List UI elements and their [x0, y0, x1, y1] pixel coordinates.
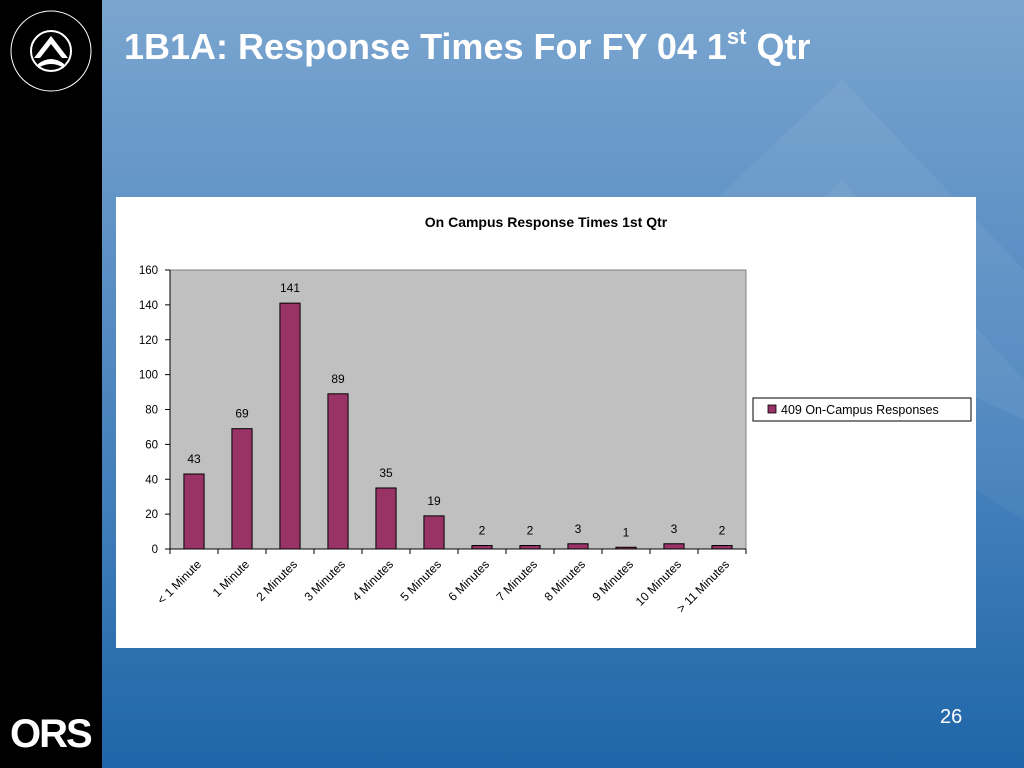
x-tick-label: 1 Minute: [210, 557, 253, 600]
legend-label: 409 On-Campus Responses: [781, 403, 939, 417]
chart-panel: On Campus Response Times 1st Qtr 43 69 141…: [116, 197, 976, 648]
y-tick-label: 20: [145, 509, 158, 521]
legend-swatch: [767, 404, 777, 414]
x-tick-label: 3 Minutes: [301, 557, 348, 604]
data-label: 19: [427, 494, 441, 508]
legend: 409 On-Campus Responses: [752, 397, 972, 422]
data-label: 141: [280, 281, 300, 295]
y-tick-label: 140: [139, 300, 158, 312]
bar: [279, 302, 301, 550]
bar: [471, 545, 493, 550]
data-label: 2: [719, 524, 726, 538]
data-label: 35: [379, 466, 393, 480]
x-tick-label: 5 Minutes: [397, 557, 444, 604]
data-label: 2: [479, 524, 486, 538]
x-tick-label: 9 Minutes: [589, 557, 636, 604]
bar: [519, 545, 541, 550]
bar: [327, 393, 349, 550]
left-sidebar: ORS: [0, 0, 102, 768]
x-tick-label: 8 Minutes: [541, 557, 588, 604]
x-tick-label: 4 Minutes: [349, 557, 396, 604]
y-tick-label: 0: [152, 544, 158, 556]
bar: [711, 545, 733, 550]
data-label: 69: [235, 407, 249, 421]
bar: [423, 515, 445, 550]
data-label: 43: [187, 452, 201, 466]
bar: [231, 428, 253, 550]
data-label: 3: [575, 522, 582, 536]
bar-chart: On Campus Response Times 1st Qtr 43 69 141…: [139, 214, 972, 615]
data-label: 89: [331, 372, 345, 386]
x-tick-label: 7 Minutes: [493, 557, 540, 604]
page-number: 26: [940, 706, 963, 728]
x-tick-label: 6 Minutes: [445, 557, 492, 604]
y-tick-label: 100: [139, 370, 158, 382]
y-tick-label: 80: [145, 405, 158, 417]
data-label: 1: [623, 525, 630, 539]
bar: [183, 473, 205, 550]
y-tick-label: 40: [145, 474, 158, 486]
y-tick-label: 160: [139, 265, 158, 277]
chart-title: On Campus Response Times 1st Qtr: [425, 214, 668, 230]
bars-layer: 43 69 141 89 35 19 2 2 3 1 3 2: [183, 281, 733, 550]
ors-logo: ORS: [10, 712, 93, 756]
plot-area: [169, 269, 747, 550]
nih-seal-logo: [10, 10, 92, 92]
y-tick-label: 120: [139, 335, 158, 347]
data-label: 3: [671, 522, 678, 536]
slide-title: 1B1A: Response Times For FY 04 1st Qtr: [124, 24, 811, 67]
data-label: 2: [527, 524, 534, 538]
bar: [375, 487, 397, 550]
bar: [663, 543, 685, 550]
x-tick-label: 2 Minutes: [253, 557, 300, 604]
x-tick-label: 10 Minutes: [633, 557, 684, 608]
bar: [567, 543, 589, 550]
x-tick-label: < 1 Minute: [154, 557, 204, 607]
y-tick-label: 60: [145, 439, 158, 451]
